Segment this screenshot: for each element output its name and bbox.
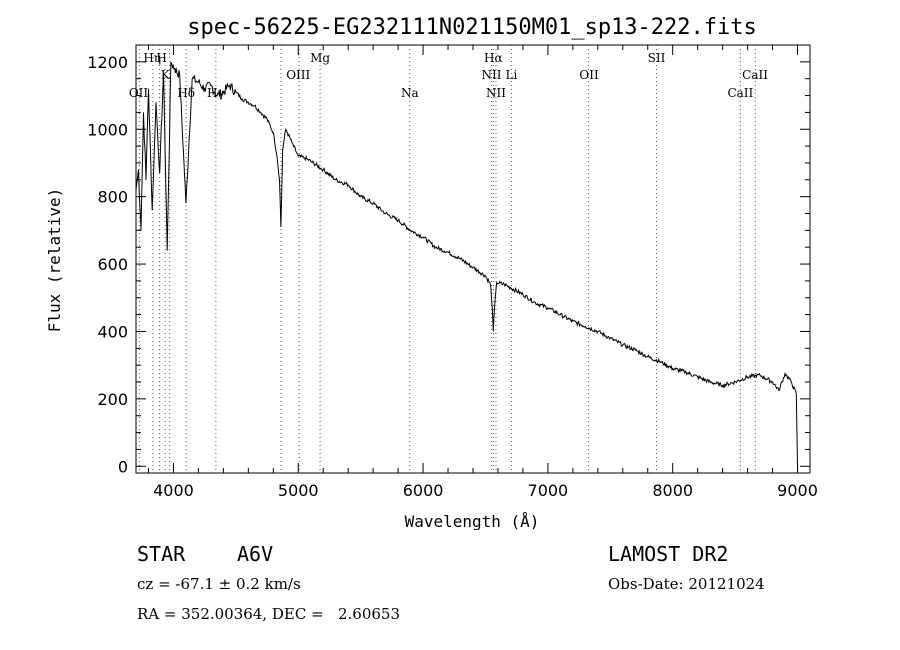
line-label-oiii: OIII (286, 68, 310, 82)
y-tick-label: 400 (97, 322, 128, 341)
object-class: STAR (137, 542, 186, 566)
line-label-k: K (161, 68, 171, 82)
line-label-sii: SII (648, 51, 666, 65)
y-tick-label: 1000 (87, 120, 128, 139)
object-subclass: A6V (237, 542, 274, 566)
coordinates-text: RA = 352.00364, DEC = 2.60653 (137, 605, 401, 623)
survey-name: LAMOST DR2 (608, 542, 729, 566)
line-label-na: Na (401, 86, 419, 100)
y-tick-label: 1200 (87, 53, 128, 72)
line-label-hδ: Hδ (177, 86, 195, 100)
line-label-caii: CaII (727, 86, 753, 100)
y-tick-label: 600 (97, 255, 128, 274)
chart-title: spec-56225-EG232111N021150M01_sp13-222.f… (187, 15, 757, 40)
y-axis-label: Flux (relative) (45, 188, 64, 333)
line-label-oii: OII (129, 86, 149, 100)
obs-date-text: Obs-Date: 20121024 (608, 575, 765, 593)
x-tick-label: 7000 (528, 481, 569, 500)
x-tick-label: 5000 (278, 481, 319, 500)
line-label-nii: NII (481, 68, 501, 82)
y-tick-label: 200 (97, 390, 128, 409)
y-tick-label: 0 (118, 457, 128, 476)
x-tick-label: 9000 (777, 481, 818, 500)
x-tick-label: 8000 (652, 481, 693, 500)
line-label-li: Li (506, 68, 518, 82)
y-tick-label: 800 (97, 188, 128, 207)
spectrum-chart: spec-56225-EG232111N021150M01_sp13-222.f… (45, 15, 818, 530)
plot-frame (135, 44, 811, 474)
x-tick-label: 6000 (403, 481, 444, 500)
line-label-oii: OII (579, 68, 599, 82)
line-label-hα: Hα (484, 51, 503, 65)
line-label-hη: Hη (143, 51, 161, 65)
line-label-caii: CaII (742, 68, 768, 82)
line-label-mg: Mg (310, 51, 330, 65)
spectrum-line (135, 61, 798, 467)
line-label-nii: NII (486, 86, 506, 100)
redshift-text: cz = -67.1 ± 0.2 km/s (137, 575, 301, 593)
line-label-h: H (156, 51, 166, 65)
x-tick-label: 4000 (153, 481, 194, 500)
x-axis-label: Wavelength (Å) (405, 512, 540, 530)
